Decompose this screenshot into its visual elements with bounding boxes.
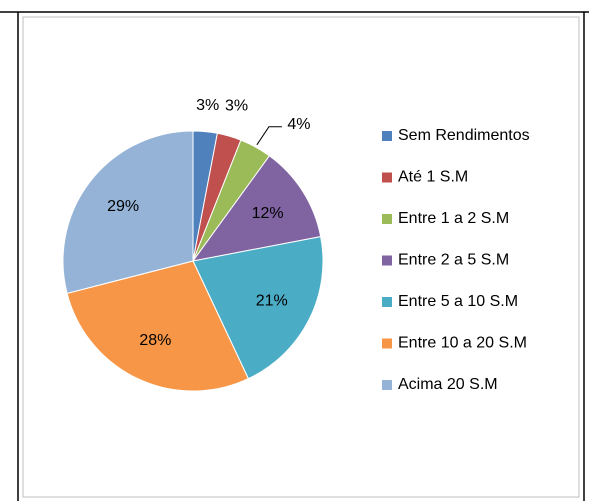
legend-swatch xyxy=(382,380,392,390)
data-label: 29% xyxy=(107,198,139,215)
pie-slice xyxy=(191,155,322,262)
data-label: 12% xyxy=(252,205,284,222)
data-label: 3% xyxy=(225,97,248,114)
legend-swatch xyxy=(382,172,392,183)
legend-swatch xyxy=(382,255,392,266)
data-label: 4% xyxy=(287,116,310,133)
legend-swatch xyxy=(382,131,392,141)
pie-slice xyxy=(62,130,194,294)
legend-label: Entre 5 a 10 S.M xyxy=(398,293,518,310)
legend-swatch xyxy=(382,214,392,224)
legend-label: Entre 10 a 20 S.M xyxy=(398,335,527,352)
legend-label: Sem Rendimentos xyxy=(398,127,530,144)
leader-line xyxy=(256,126,282,146)
legend-swatch xyxy=(382,297,392,307)
chart-frame xyxy=(22,16,580,498)
legend-swatch xyxy=(382,338,392,349)
legend-label: Acima 20 S.M xyxy=(398,376,498,393)
pie-slice xyxy=(192,236,324,380)
data-label: 28% xyxy=(139,332,171,349)
pie-slice xyxy=(66,260,250,392)
legend-label: Entre 2 a 5 S.M xyxy=(398,252,509,269)
legend-label: Entre 1 a 2 S.M xyxy=(398,210,509,227)
data-label: 21% xyxy=(256,292,288,309)
data-label: 3% xyxy=(196,97,219,114)
legend-label: Até 1 S.M xyxy=(398,169,468,186)
